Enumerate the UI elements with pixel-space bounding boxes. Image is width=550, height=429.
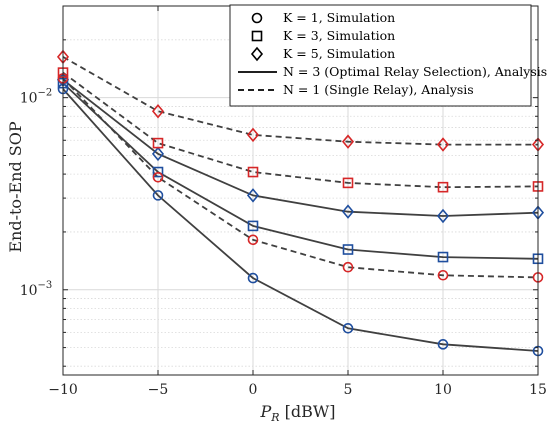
point-N3-K1	[437, 339, 449, 350]
point-N3-K3	[437, 251, 449, 263]
point-N3-K1	[247, 272, 259, 284]
series-line-N1-K1	[62, 77, 539, 279]
point-N3-K1	[152, 190, 164, 201]
legend-label: K = 3, Simulation	[283, 28, 395, 43]
point-N3-K3	[152, 166, 164, 178]
legend-box	[229, 4, 532, 107]
point-N1-K5	[246, 127, 260, 143]
legend-label: K = 5, Simulation	[283, 46, 395, 61]
legend-swatch-square	[251, 30, 263, 42]
y-tick-label: 10−2	[20, 88, 53, 107]
point-N1-K1	[342, 261, 354, 273]
point-N3-K3	[342, 244, 354, 255]
x-axis-label: PR [dBW]	[259, 402, 335, 424]
x-tick-label: 10	[434, 382, 452, 398]
point-N1-K3	[342, 177, 354, 189]
point-N3-K5	[246, 188, 260, 203]
series-markers	[56, 49, 545, 357]
point-N3-K5	[341, 204, 355, 219]
legend-label: N = 3 (Optimal Relay Selection), Analysi…	[283, 64, 547, 79]
y-tick-label: 10−3	[20, 280, 53, 299]
axis-ticks: −10 −5 0 5 10 15 10−2 10−3	[20, 6, 547, 398]
point-N3-K5	[151, 146, 165, 162]
series-line-N1-K3	[62, 71, 539, 189]
legend-label: N = 1 (Single Relay), Analysis	[283, 82, 474, 97]
point-N3-K3	[247, 220, 259, 232]
legend-swatch-diamond	[250, 46, 264, 62]
point-N1-K5	[341, 134, 355, 149]
legend-label: K = 1, Simulation	[283, 10, 395, 25]
series-line-N3-K5	[62, 78, 539, 217]
series-line-N3-K3	[62, 82, 539, 260]
point-N3-K5	[436, 208, 450, 224]
x-tick-label: −5	[148, 382, 169, 398]
point-N1-K1	[247, 234, 259, 246]
point-N1-K1	[437, 269, 449, 281]
point-N1-K3	[152, 137, 164, 149]
legend-swatch-circle	[251, 12, 263, 24]
point-N1-K5	[436, 137, 450, 152]
series-line-N1-K5	[62, 56, 538, 146]
series-lines	[62, 56, 539, 352]
y-axis-label: End-to-End SOP	[6, 121, 25, 252]
point-N1-K1	[152, 171, 164, 183]
x-tick-label: 0	[249, 382, 258, 398]
x-tick-label: 15	[529, 382, 547, 398]
point-N1-K3	[247, 166, 259, 178]
point-N1-K5	[151, 103, 165, 119]
x-tick-label: 5	[344, 382, 353, 398]
legend: K = 1, Simulation K = 3, Simulation K = 5,…	[229, 4, 547, 107]
point-N1-K3	[437, 181, 449, 193]
series-line-N3-K1	[62, 88, 539, 352]
point-N3-K1	[342, 323, 354, 334]
x-tick-label: −10	[48, 382, 78, 398]
